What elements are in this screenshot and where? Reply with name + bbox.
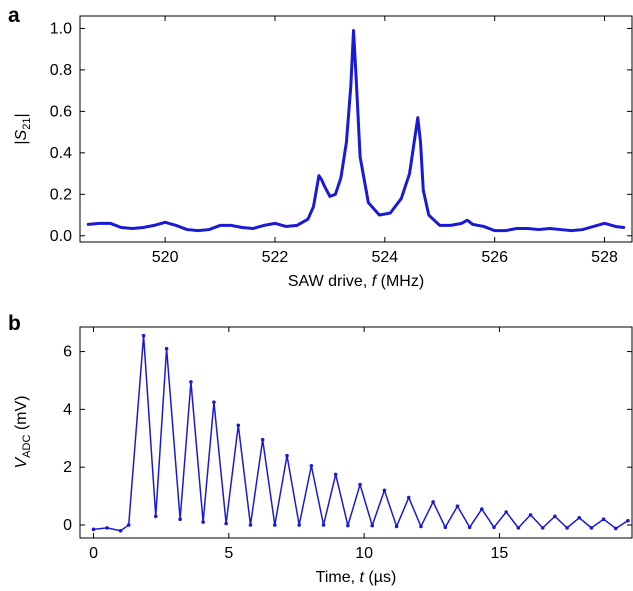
panel-b-y-tick-label: 4	[63, 401, 72, 418]
panel-b-data-point	[601, 517, 606, 522]
panel-b-data-point	[105, 526, 109, 530]
panel-b-x-tick-label: 0	[89, 545, 98, 562]
panel-b-data-point	[516, 526, 521, 530]
panel-b-data-point	[164, 346, 169, 351]
panel-a-y-tick-label: 0.6	[50, 103, 72, 120]
panel-b-ticks: 0 5 10 15 0 2 4 6	[63, 327, 632, 562]
panel-b-x-tick-label: 15	[491, 545, 509, 562]
panel-a-x-axis-label: SAW drive, f (MHz)	[288, 273, 424, 290]
panel-b-data-point	[370, 523, 375, 528]
panel-a-y-tick-label: 1.0	[50, 20, 72, 37]
panel-a-x-tick-label: 522	[262, 249, 289, 266]
panel-b-data-point	[321, 523, 326, 527]
panel-b-x-tick-label: 10	[355, 545, 373, 562]
panel-b-chart: b 0 5 10 15 0 2 4 6 Time, t (µs) VADC (mV)	[8, 312, 633, 586]
panel-b-data-point	[553, 514, 557, 519]
panel-b-data-point	[273, 523, 277, 527]
panel-b-data-point	[455, 504, 460, 509]
panel-b-x-axis-label: Time, t (µs)	[316, 569, 397, 586]
panel-a-plot-frame	[79, 15, 633, 243]
panel-b-data-point	[540, 526, 545, 530]
panel-b-data-point	[358, 482, 362, 487]
panel-b-data-point	[118, 528, 123, 533]
panel-b-data-point	[333, 472, 338, 477]
panel-b-x-tick-label: 5	[224, 545, 233, 562]
panel-a-data	[86, 29, 626, 233]
panel-b-data-point	[189, 380, 193, 384]
panel-b-data-point	[394, 524, 399, 529]
panel-a-x-tick-label: 528	[591, 249, 618, 266]
panel-b-plot-frame	[79, 326, 633, 539]
panel-a-x-tick-label: 526	[481, 249, 508, 266]
panel-b-data-point	[201, 520, 205, 524]
panel-b-data-point	[346, 523, 350, 528]
panel-b-data-point	[309, 463, 314, 468]
panel-a-label: a	[8, 4, 20, 27]
panel-a-y-tick-label: 0.8	[50, 62, 72, 79]
panel-b-data	[91, 333, 630, 533]
panel-b-data-point	[492, 525, 496, 530]
panel-a-ticks: 520 522 524 526 528 0.0 0.2 0.4 0.6 0.8 1.0	[50, 16, 632, 266]
panel-b-data-point	[467, 525, 472, 530]
panel-b-y-tick-label: 0	[63, 517, 72, 534]
panel-b-y-tick-label: 6	[63, 344, 72, 361]
panel-b-data-point	[626, 518, 630, 523]
panel-b-data-point	[504, 510, 508, 514]
panel-b-y-axis-label: VADC (mV)	[13, 395, 33, 468]
panel-b-data-point	[153, 514, 158, 519]
panel-b-data-point	[285, 453, 289, 458]
panel-b-data-point	[126, 523, 131, 527]
panel-b-data-point	[178, 517, 182, 522]
panel-b-data-point	[577, 515, 582, 520]
panel-b-series-line	[92, 334, 629, 532]
panel-b-data-point	[260, 437, 265, 442]
panel-b-data-point	[297, 523, 301, 527]
panel-b-data-point	[382, 488, 387, 493]
panel-a-x-tick-label: 524	[371, 249, 398, 266]
panel-b-label: b	[8, 312, 21, 335]
panel-b-data-point	[528, 513, 533, 517]
panel-b-data-point	[613, 526, 618, 531]
panel-b-data-point	[224, 521, 228, 526]
panel-a-x-tick-label: 520	[152, 249, 179, 266]
panel-b-data-point	[212, 400, 216, 404]
panel-a-chart: a 520 522 524 526 528 0.0 0.2 0.4 0.6 0.8 1.0 SAW …	[8, 4, 633, 290]
panel-b-data-point	[419, 524, 423, 529]
panel-b-y-tick-label: 2	[63, 459, 72, 476]
panel-b-data-point	[565, 526, 569, 530]
panel-b-data-point	[406, 495, 411, 500]
panel-b-data-point	[141, 333, 146, 338]
panel-a-y-tick-label: 0.0	[50, 228, 72, 245]
panel-b-data-point	[480, 507, 484, 511]
panel-a-y-tick-label: 0.4	[50, 145, 72, 162]
panel-a-y-axis-label: |S21|	[13, 113, 33, 144]
panel-b-data-point	[589, 526, 594, 530]
panel-b-data-point	[431, 500, 435, 504]
panel-b-data-point	[91, 527, 96, 532]
panel-a-series-line	[86, 29, 626, 233]
panel-b-data-point	[443, 525, 448, 530]
panel-a-y-tick-label: 0.2	[50, 186, 72, 203]
panel-b-data-point	[248, 523, 253, 527]
panel-b-data-point	[236, 423, 241, 428]
